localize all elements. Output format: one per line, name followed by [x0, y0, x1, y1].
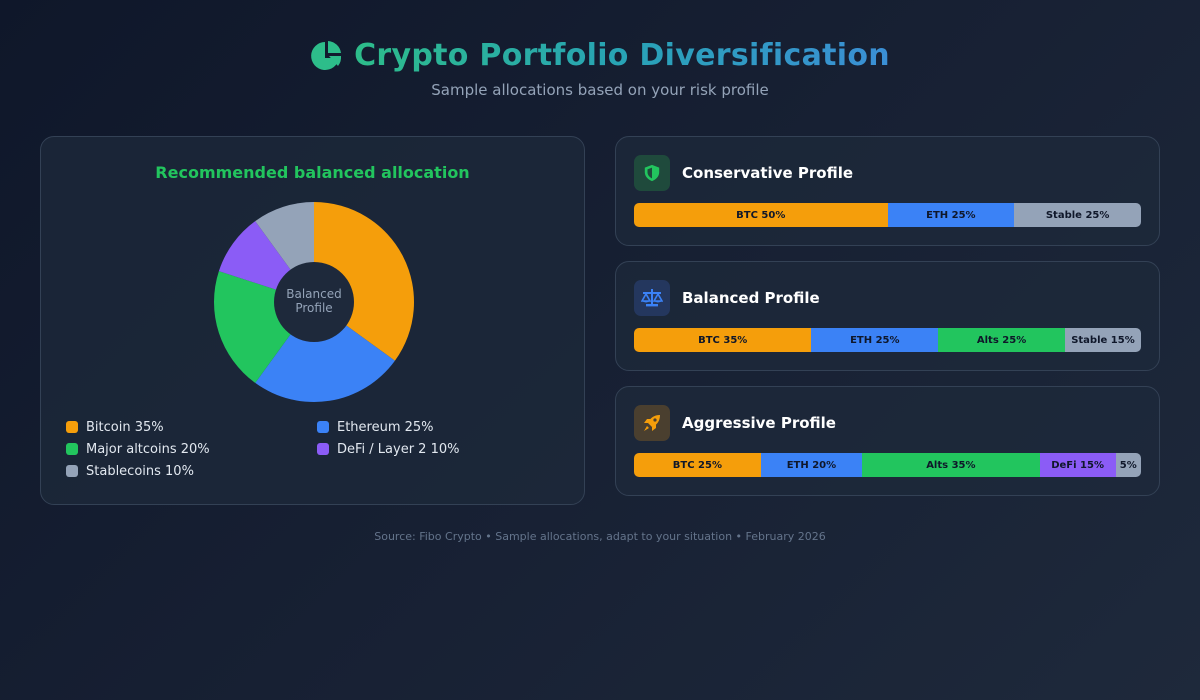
allocation-segment: Stable 25%	[1014, 203, 1141, 227]
donut-segment-bitcoin	[314, 202, 414, 361]
allocation-segment: BTC 25%	[634, 453, 761, 477]
allocation-bar: BTC 25% ETH 20% Alts 35% DeFi 15% 5%	[634, 453, 1141, 477]
allocation-segment: Stable 15%	[1064, 328, 1141, 352]
donut-hole	[274, 262, 354, 342]
donut-segment-ethereum	[255, 302, 395, 402]
chart-legend: Bitcoin 35% Ethereum 25% Major altcoins 20…	[66, 419, 567, 479]
page-header: Crypto Portfolio Diversification Sample …	[0, 38, 1200, 99]
legend-swatch	[66, 421, 78, 433]
allocation-bar: BTC 35% ETH 25% Alts 25% Stable 15%	[634, 328, 1141, 352]
page-subtitle: Sample allocations based on your risk pr…	[431, 81, 769, 99]
legend-item: DeFi / Layer 2 10%	[317, 441, 567, 457]
profile-header: Aggressive Profile	[634, 405, 836, 441]
conservative-profile-card: Conservative Profile BTC 50% ETH 25% Stabl…	[615, 136, 1160, 246]
source-footer: Source: Fibo Crypto • Sample allocations…	[374, 530, 826, 543]
shield-icon	[634, 155, 670, 191]
balanced-profile-card: Balanced Profile BTC 35% ETH 25% Alts 25% S…	[615, 261, 1160, 371]
legend-item: Stablecoins 10%	[66, 463, 317, 479]
donut-chart	[214, 202, 414, 402]
legend-label: DeFi / Layer 2 10%	[337, 441, 460, 457]
legend-swatch	[66, 465, 78, 477]
chart-title: Recommended balanced allocation	[155, 163, 470, 182]
profile-title: Balanced Profile	[682, 289, 820, 307]
allocation-segment: DeFi 15%	[1039, 453, 1116, 477]
allocation-segment: ETH 25%	[887, 203, 1015, 227]
profile-title: Conservative Profile	[682, 164, 854, 182]
donut-center-label: Balanced Profile	[274, 287, 354, 315]
legend-swatch	[66, 443, 78, 455]
profile-header: Conservative Profile	[634, 155, 853, 191]
allocation-segment: 5%	[1115, 453, 1141, 477]
profile-header: Balanced Profile	[634, 280, 820, 316]
allocation-segment: BTC 50%	[634, 203, 888, 227]
rocket-icon	[634, 405, 670, 441]
legend-item: Ethereum 25%	[317, 419, 567, 435]
allocation-segment: ETH 25%	[811, 328, 939, 352]
aggressive-profile-card: Aggressive Profile BTC 25% ETH 20% Alts 35…	[615, 386, 1160, 496]
allocation-segment: Alts 35%	[862, 453, 1040, 477]
allocation-segment: BTC 35%	[634, 328, 812, 352]
legend-item: Bitcoin 35%	[66, 419, 317, 435]
pie-chart-icon	[311, 40, 342, 70]
allocation-bar: BTC 50% ETH 25% Stable 25%	[634, 203, 1141, 227]
donut-center-line2: Profile	[295, 301, 333, 315]
scale-icon	[634, 280, 670, 316]
allocation-segment: Alts 25%	[938, 328, 1065, 352]
legend-label: Stablecoins 10%	[86, 463, 194, 479]
legend-swatch	[317, 443, 329, 455]
donut-center-line1: Balanced	[286, 287, 342, 301]
legend-label: Ethereum 25%	[337, 419, 434, 435]
page-title: Crypto Portfolio Diversification	[354, 38, 890, 73]
balanced-allocation-card: Recommended balanced allocation Balanced…	[40, 136, 585, 505]
allocation-segment: ETH 20%	[760, 453, 863, 477]
legend-item: Major altcoins 20%	[66, 441, 317, 457]
profile-title: Aggressive Profile	[682, 414, 836, 432]
legend-label: Major altcoins 20%	[86, 441, 210, 457]
legend-swatch	[317, 421, 329, 433]
title-row: Crypto Portfolio Diversification	[0, 38, 1200, 73]
legend-label: Bitcoin 35%	[86, 419, 164, 435]
